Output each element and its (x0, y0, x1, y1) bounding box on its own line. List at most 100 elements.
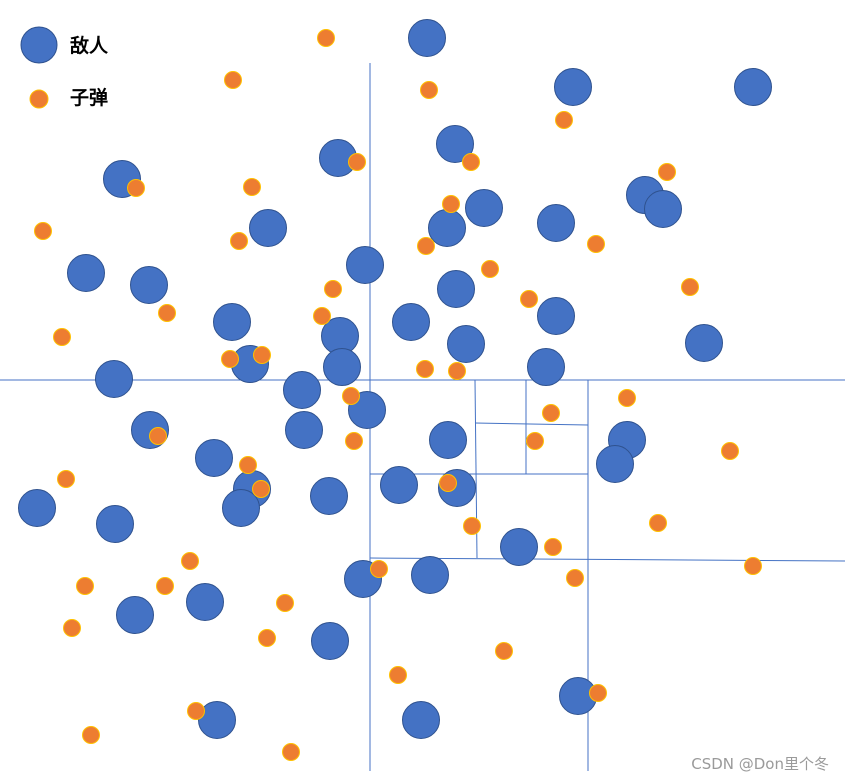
enemy-point (323, 348, 361, 386)
enemy-point (346, 246, 384, 284)
enemy-point (213, 303, 251, 341)
enemy-point (429, 421, 467, 459)
enemy-point (537, 204, 575, 242)
enemy-point (465, 189, 503, 227)
bullet-point (149, 427, 167, 445)
enemy-points (18, 19, 772, 739)
bullet-point (57, 470, 75, 488)
bullet-point (462, 153, 480, 171)
enemy-point (447, 325, 485, 363)
legend: 敌人 子弹 (20, 26, 109, 109)
bullet-point (495, 642, 513, 660)
bullet-point (417, 237, 435, 255)
bullet-point (416, 360, 434, 378)
bullet-point (252, 480, 270, 498)
enemy-point (130, 266, 168, 304)
enemy-point (408, 19, 446, 57)
bullet-point (230, 232, 248, 250)
bullet-point (370, 560, 388, 578)
bullet-point (442, 195, 460, 213)
bullet-point (389, 666, 407, 684)
bullet-point (589, 684, 607, 702)
bullet-point (258, 629, 276, 647)
enemy-point (554, 68, 592, 106)
legend-enemy-marker (20, 26, 58, 64)
enemy-point (285, 411, 323, 449)
enemy-point (436, 125, 474, 163)
bullet-point (681, 278, 699, 296)
partition-line (369, 557, 845, 562)
bullet-point (156, 577, 174, 595)
enemy-point (116, 596, 154, 634)
enemy-point (380, 466, 418, 504)
enemy-point (392, 303, 430, 341)
enemy-point (310, 477, 348, 515)
bullet-point (187, 702, 205, 720)
legend-bullet-marker (29, 89, 49, 109)
enemy-point (95, 360, 133, 398)
bullet-point (348, 153, 366, 171)
legend-enemy-label: 敌人 (70, 34, 109, 57)
bullet-point (253, 346, 271, 364)
enemy-point (685, 324, 723, 362)
bullet-point (345, 432, 363, 450)
enemy-point (18, 489, 56, 527)
bullet-point (181, 552, 199, 570)
bullet-point (448, 362, 466, 380)
enemy-point (283, 371, 321, 409)
bullet-point (555, 111, 573, 129)
bullet-point (53, 328, 71, 346)
bullet-point (317, 29, 335, 47)
enemy-point (311, 622, 349, 660)
watermark: CSDN @Don里个冬 (691, 755, 829, 773)
bullet-point (313, 307, 331, 325)
bullet-point (158, 304, 176, 322)
bullet-point (224, 71, 242, 89)
bullet-point (239, 456, 257, 474)
legend-bullet-label: 子弹 (70, 86, 108, 109)
bullet-point (282, 743, 300, 761)
bullet-point (34, 222, 52, 240)
bullet-point (82, 726, 100, 744)
bullet-point (658, 163, 676, 181)
bullet-point (587, 235, 605, 253)
bullet-point (243, 178, 261, 196)
enemy-point (734, 68, 772, 106)
bullet-point (342, 387, 360, 405)
bullet-point (744, 557, 762, 575)
bullet-point (420, 81, 438, 99)
enemy-point (500, 528, 538, 566)
enemy-point (644, 190, 682, 228)
bullet-point (63, 619, 81, 637)
bullet-point (221, 350, 239, 368)
enemy-point (222, 489, 260, 527)
bullet-point (544, 538, 562, 556)
enemy-point (437, 270, 475, 308)
enemy-point (537, 297, 575, 335)
bullet-point (76, 577, 94, 595)
enemy-point (198, 701, 236, 739)
bullet-point (520, 290, 538, 308)
partition-line (474, 422, 589, 426)
bullet-point (649, 514, 667, 532)
bullet-point (276, 594, 294, 612)
bullet-point (721, 442, 739, 460)
bullet-point (463, 517, 481, 535)
bullet-point (566, 569, 584, 587)
enemy-point (596, 445, 634, 483)
bullet-point (481, 260, 499, 278)
bullet-point (526, 432, 544, 450)
bullet-point (439, 474, 457, 492)
bullet-point (618, 389, 636, 407)
enemy-point (67, 254, 105, 292)
bullet-points (34, 29, 762, 761)
enemy-point (186, 583, 224, 621)
bullet-point (542, 404, 560, 422)
enemy-point (195, 439, 233, 477)
enemy-point (96, 505, 134, 543)
bullet-point (127, 179, 145, 197)
enemy-point (402, 701, 440, 739)
enemy-point (411, 556, 449, 594)
bullet-point (324, 280, 342, 298)
